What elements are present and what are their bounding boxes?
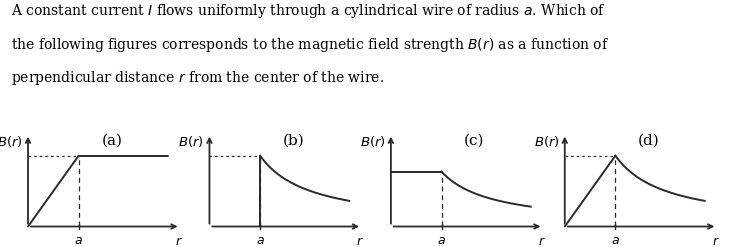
- Text: $B(r)$: $B(r)$: [178, 134, 204, 149]
- Text: $B(r)$: $B(r)$: [534, 134, 559, 149]
- Text: $B(r)$: $B(r)$: [360, 134, 386, 149]
- Text: (d): (d): [638, 134, 660, 148]
- Text: perpendicular distance $r$ from the center of the wire.: perpendicular distance $r$ from the cent…: [11, 69, 384, 87]
- Text: (b): (b): [283, 134, 305, 148]
- Text: (c): (c): [464, 134, 485, 148]
- Text: $r$: $r$: [538, 235, 546, 247]
- Text: $B(r)$: $B(r)$: [0, 134, 23, 149]
- Text: $r$: $r$: [357, 235, 364, 247]
- Text: $a$: $a$: [611, 234, 620, 247]
- Text: (a): (a): [101, 134, 122, 148]
- Text: $a$: $a$: [437, 234, 446, 247]
- Text: $a$: $a$: [74, 234, 83, 247]
- Text: $r$: $r$: [175, 235, 183, 247]
- Text: the following figures corresponds to the magnetic field strength $B(r)$ as a fun: the following figures corresponds to the…: [11, 36, 609, 54]
- Text: $r$: $r$: [712, 235, 720, 247]
- Text: $a$: $a$: [256, 234, 265, 247]
- Text: A constant current $I$ flows uniformly through a cylindrical wire of radius $a$.: A constant current $I$ flows uniformly t…: [11, 2, 606, 21]
